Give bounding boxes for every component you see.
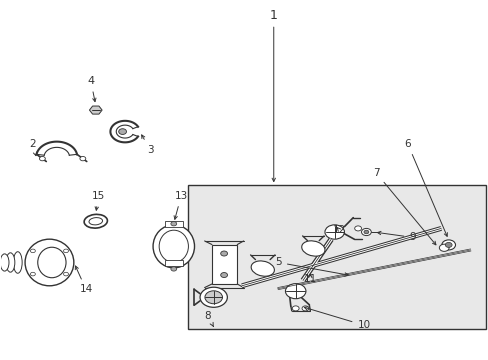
Bar: [188, 185, 485, 329]
Text: 14: 14: [75, 266, 92, 294]
Circle shape: [30, 249, 35, 253]
Polygon shape: [89, 106, 102, 114]
Circle shape: [63, 272, 68, 276]
Ellipse shape: [6, 253, 15, 272]
Bar: [211, 244, 237, 284]
Circle shape: [220, 251, 227, 256]
Circle shape: [80, 157, 85, 161]
Text: 15: 15: [91, 191, 104, 210]
Circle shape: [63, 249, 68, 253]
Bar: [164, 260, 182, 266]
Text: 7: 7: [372, 168, 435, 245]
Text: 3: 3: [142, 135, 153, 154]
Ellipse shape: [301, 241, 325, 256]
Ellipse shape: [159, 230, 188, 262]
Circle shape: [438, 244, 448, 251]
Circle shape: [292, 306, 299, 311]
Ellipse shape: [89, 217, 102, 225]
Ellipse shape: [251, 261, 274, 276]
Ellipse shape: [38, 247, 66, 278]
Circle shape: [354, 226, 361, 231]
Circle shape: [363, 230, 368, 234]
Text: 2: 2: [29, 139, 37, 156]
Text: 13: 13: [174, 191, 187, 219]
Ellipse shape: [25, 239, 74, 286]
Ellipse shape: [13, 252, 22, 273]
Circle shape: [441, 240, 455, 250]
Circle shape: [361, 228, 370, 235]
Circle shape: [170, 267, 176, 271]
Text: 10: 10: [304, 307, 370, 330]
Circle shape: [302, 306, 308, 311]
Text: 4: 4: [87, 76, 96, 102]
Text: 8: 8: [204, 311, 213, 327]
Circle shape: [200, 287, 227, 307]
Circle shape: [30, 272, 35, 276]
Circle shape: [220, 273, 227, 278]
Bar: [164, 221, 182, 226]
Ellipse shape: [0, 254, 9, 271]
Text: 6: 6: [404, 139, 447, 236]
Ellipse shape: [84, 214, 107, 228]
Text: 5: 5: [275, 257, 347, 276]
Circle shape: [40, 157, 45, 161]
Text: 9: 9: [377, 231, 415, 242]
Circle shape: [204, 291, 222, 304]
Circle shape: [119, 129, 126, 134]
Ellipse shape: [153, 225, 194, 268]
Ellipse shape: [325, 225, 344, 239]
Text: 12: 12: [332, 225, 346, 235]
Ellipse shape: [285, 284, 305, 299]
Circle shape: [445, 242, 451, 247]
Text: 1: 1: [269, 9, 277, 181]
Text: 11: 11: [303, 274, 316, 284]
Circle shape: [170, 222, 176, 226]
